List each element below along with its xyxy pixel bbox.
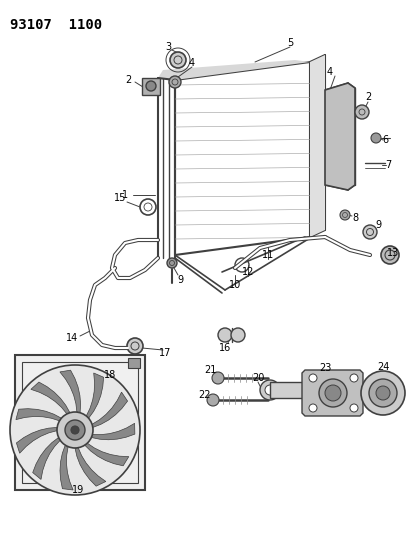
Text: 4: 4 xyxy=(326,67,332,77)
Text: 16: 16 xyxy=(218,343,230,353)
Circle shape xyxy=(360,371,404,415)
Circle shape xyxy=(362,225,376,239)
Text: 15: 15 xyxy=(114,193,126,203)
Text: 12: 12 xyxy=(241,267,254,277)
Text: 1: 1 xyxy=(122,190,128,200)
Text: 24: 24 xyxy=(376,362,388,372)
Text: 20: 20 xyxy=(251,373,263,383)
Circle shape xyxy=(218,328,231,342)
Text: 13: 13 xyxy=(386,248,398,258)
Polygon shape xyxy=(158,60,309,80)
Circle shape xyxy=(368,379,396,407)
Text: 22: 22 xyxy=(198,390,211,400)
Polygon shape xyxy=(17,427,57,453)
Circle shape xyxy=(259,380,279,400)
Bar xyxy=(22,362,138,483)
Polygon shape xyxy=(92,392,127,427)
Circle shape xyxy=(380,246,398,264)
Text: 17: 17 xyxy=(159,348,171,358)
Text: 10: 10 xyxy=(228,280,240,290)
Text: 2: 2 xyxy=(125,75,131,85)
Text: 4: 4 xyxy=(188,58,195,68)
Polygon shape xyxy=(85,443,128,466)
Polygon shape xyxy=(31,382,70,414)
Circle shape xyxy=(308,374,316,382)
Text: 19: 19 xyxy=(72,485,84,495)
Circle shape xyxy=(339,210,349,220)
Bar xyxy=(269,382,329,398)
Text: 93107  1100: 93107 1100 xyxy=(10,18,102,32)
Polygon shape xyxy=(60,370,81,413)
Circle shape xyxy=(65,420,85,440)
Polygon shape xyxy=(309,55,324,237)
Bar xyxy=(128,358,140,368)
Circle shape xyxy=(370,133,380,143)
Text: 18: 18 xyxy=(104,370,116,380)
Polygon shape xyxy=(86,373,103,418)
Circle shape xyxy=(308,404,316,412)
Polygon shape xyxy=(16,409,61,421)
Text: 23: 23 xyxy=(318,363,330,373)
Text: 3: 3 xyxy=(164,42,171,52)
Bar xyxy=(15,355,145,490)
Polygon shape xyxy=(91,423,135,440)
Text: 5: 5 xyxy=(286,38,292,48)
Circle shape xyxy=(318,379,346,407)
Polygon shape xyxy=(324,83,354,190)
Circle shape xyxy=(146,81,156,91)
Text: 9: 9 xyxy=(374,220,380,230)
Text: 2: 2 xyxy=(364,92,370,102)
Circle shape xyxy=(375,386,389,400)
Polygon shape xyxy=(75,448,106,486)
Text: 8: 8 xyxy=(351,213,357,223)
Text: 9: 9 xyxy=(176,275,183,285)
Circle shape xyxy=(230,328,244,342)
Circle shape xyxy=(211,372,223,384)
Text: 7: 7 xyxy=(384,160,390,170)
Circle shape xyxy=(354,105,368,119)
Polygon shape xyxy=(60,445,73,490)
Circle shape xyxy=(349,374,357,382)
Circle shape xyxy=(324,385,340,401)
Text: 14: 14 xyxy=(66,333,78,343)
Polygon shape xyxy=(33,438,60,480)
Circle shape xyxy=(10,365,140,495)
Text: 21: 21 xyxy=(203,365,216,375)
Circle shape xyxy=(71,426,79,434)
Circle shape xyxy=(170,52,185,68)
Circle shape xyxy=(264,385,274,395)
Polygon shape xyxy=(301,370,362,416)
Circle shape xyxy=(206,394,218,406)
Text: 6: 6 xyxy=(381,135,387,145)
Circle shape xyxy=(166,258,177,268)
Text: 11: 11 xyxy=(261,250,273,260)
Circle shape xyxy=(169,76,180,88)
Circle shape xyxy=(57,412,93,448)
Circle shape xyxy=(349,404,357,412)
Circle shape xyxy=(127,338,142,354)
Polygon shape xyxy=(142,78,159,95)
